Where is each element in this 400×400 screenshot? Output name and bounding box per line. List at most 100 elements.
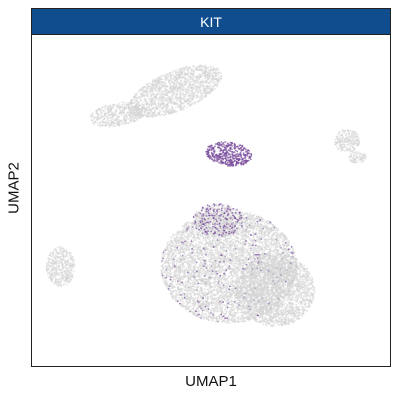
cell-point — [152, 79, 155, 82]
cell-point — [187, 103, 189, 105]
cell-point — [160, 76, 162, 79]
cell-point — [139, 114, 142, 116]
cell-point — [188, 88, 191, 91]
expressing-cell-point — [205, 153, 208, 155]
expressing-cell-point — [232, 156, 234, 159]
expressing-cell-point — [224, 157, 227, 160]
cell-point — [174, 102, 177, 105]
cell-point — [166, 270, 168, 273]
cell-point — [351, 145, 353, 148]
cell-point — [153, 109, 156, 111]
cell-point — [108, 111, 111, 114]
cell-point — [93, 116, 96, 119]
cell-point — [96, 114, 99, 117]
cell-point — [152, 93, 155, 96]
cell-point — [203, 74, 206, 77]
cell-point — [214, 87, 217, 90]
cell-point — [244, 244, 247, 247]
cell-point — [107, 106, 110, 109]
cell-point — [185, 100, 187, 103]
cell-point — [217, 69, 220, 71]
cell-point — [172, 111, 175, 114]
cell-point — [207, 72, 210, 75]
cell-point — [183, 94, 186, 96]
cell-point — [168, 102, 171, 104]
cell-point — [115, 119, 118, 121]
cell-point — [107, 109, 110, 111]
cell-point — [207, 81, 210, 84]
expressing-cell-point — [241, 145, 244, 147]
cell-point — [121, 101, 124, 104]
cell-point — [169, 87, 172, 89]
cell-point — [167, 77, 169, 80]
cell-point — [141, 89, 143, 92]
chart-title: KIT — [200, 13, 222, 30]
cell-point — [190, 89, 193, 92]
cell-point — [345, 132, 348, 134]
cell-point — [143, 113, 145, 116]
cell-point — [210, 80, 213, 83]
cell-point — [158, 76, 161, 78]
cell-point — [203, 85, 205, 87]
cell-point — [94, 120, 97, 123]
expressing-cell-point — [244, 157, 247, 159]
cell-point — [197, 241, 200, 244]
cell-point — [191, 96, 194, 99]
cell-point — [168, 79, 170, 82]
cell-point — [137, 117, 140, 119]
expressing-cell-point — [239, 144, 242, 146]
cell-point — [345, 149, 348, 152]
cell-point — [358, 141, 361, 143]
cell-point — [150, 100, 153, 102]
cell-point — [174, 72, 177, 75]
cell-point — [190, 91, 193, 94]
cell-point — [128, 103, 131, 106]
cell-point — [170, 98, 173, 101]
cell-point — [144, 93, 147, 96]
cell-point — [113, 104, 116, 107]
cell-point — [164, 105, 167, 108]
cell-point — [195, 67, 197, 70]
cell-point — [363, 154, 366, 157]
cell-point — [172, 73, 175, 76]
cell-point — [171, 72, 174, 74]
cell-point — [185, 93, 188, 96]
cell-point — [197, 69, 199, 71]
cell-point — [214, 83, 217, 86]
cell-point — [154, 103, 156, 105]
expressing-cell-point — [225, 159, 228, 162]
cell-point — [191, 73, 194, 76]
cell-point — [220, 75, 223, 77]
cell-point — [216, 79, 219, 82]
cell-point — [170, 108, 173, 110]
cell-point — [109, 117, 112, 119]
cell-point — [169, 96, 171, 98]
cell-point — [186, 78, 188, 81]
expressing-cell-point — [224, 160, 227, 163]
cell-point — [109, 104, 111, 107]
cell-point — [212, 66, 215, 69]
cell-point — [145, 113, 148, 116]
cell-point — [116, 105, 119, 108]
cell-point — [123, 103, 126, 105]
cell-point — [172, 81, 174, 84]
cell-point — [343, 130, 346, 133]
cell-point — [188, 82, 191, 85]
cell-point — [352, 155, 355, 158]
cell-point — [192, 87, 195, 89]
cell-point — [138, 103, 140, 106]
expressing-cell-point — [239, 153, 242, 155]
cell-point — [168, 73, 171, 76]
cell-point — [179, 94, 181, 97]
cell-point — [209, 68, 212, 71]
cell-point — [149, 100, 151, 103]
cell-point — [127, 101, 130, 104]
cell-point — [209, 66, 212, 68]
cell-point — [188, 104, 190, 107]
cell-point — [342, 143, 345, 145]
cell-point — [351, 137, 354, 140]
cell-point — [185, 66, 188, 68]
cell-point — [193, 81, 195, 84]
cell-point — [134, 109, 137, 112]
cell-point — [177, 105, 180, 108]
